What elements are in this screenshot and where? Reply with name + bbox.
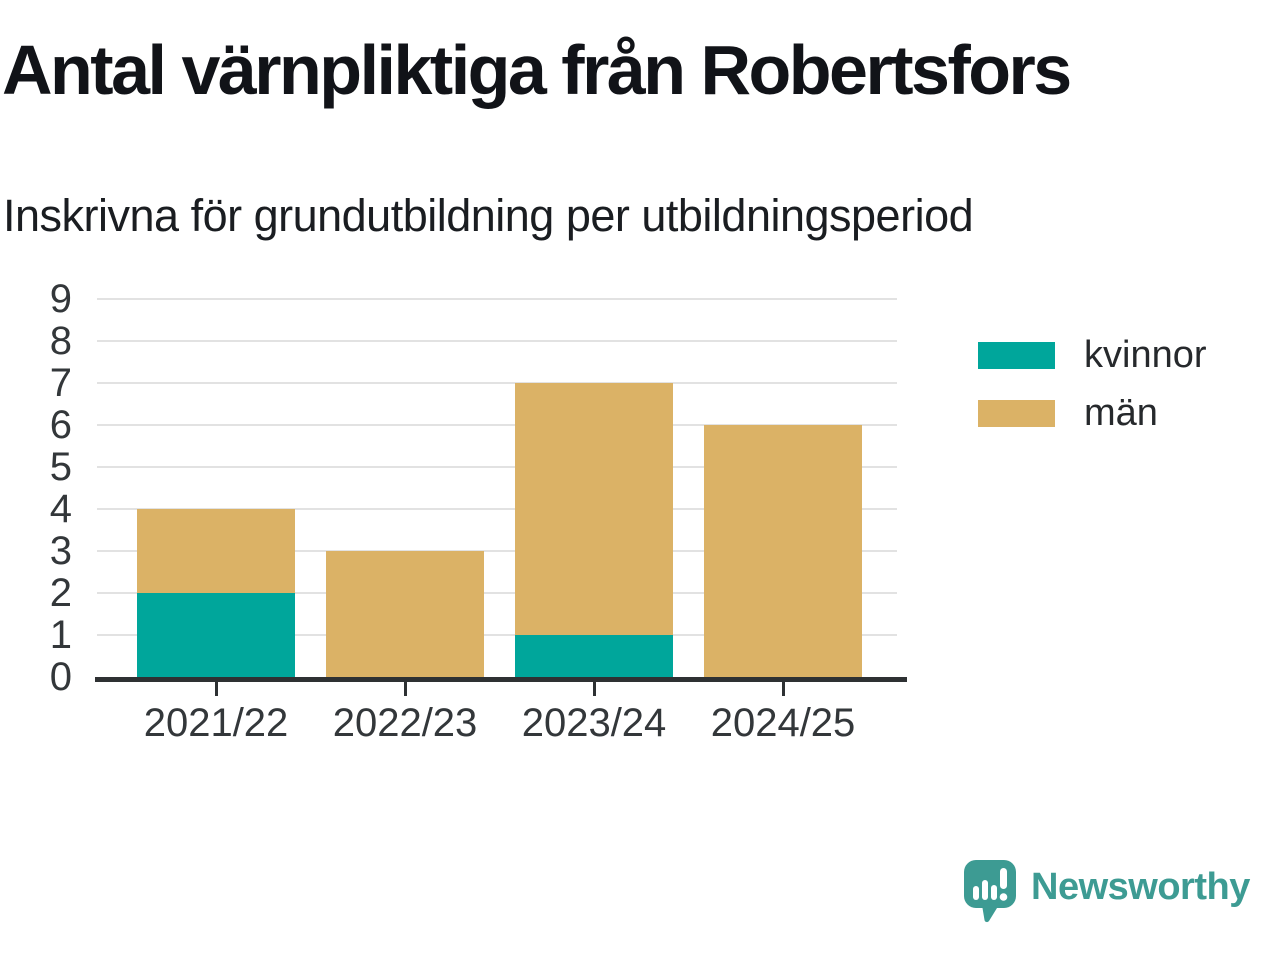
x-tick-mark-2023/24 xyxy=(592,682,596,696)
x-tick-mark-2024/25 xyxy=(781,682,785,696)
y-tick-label-2: 2 xyxy=(49,571,72,615)
y-tick-label-8: 8 xyxy=(49,319,72,363)
legend-label-kvinnor: kvinnor xyxy=(1084,333,1207,376)
gridline-y-5 xyxy=(97,466,897,468)
gridline-y-7 xyxy=(97,382,897,384)
y-tick-label-9: 9 xyxy=(49,277,72,321)
legend-swatch-man xyxy=(978,399,1055,427)
bar-segment-män-2021/22 xyxy=(137,509,295,593)
gridline-y-3 xyxy=(97,550,897,552)
bar-segment-män-2023/24 xyxy=(515,383,673,635)
x-tick-label-2022/23: 2022/23 xyxy=(332,701,478,745)
gridline-y-2 xyxy=(97,592,897,594)
gridline-y-9 xyxy=(97,298,897,300)
chart-legend: kvinnor män xyxy=(978,332,1207,436)
y-tick-label-6: 6 xyxy=(49,403,72,447)
x-axis-line xyxy=(95,677,907,682)
chart-title: Antal värnpliktiga från Robertsfors xyxy=(2,31,1072,109)
x-tick-label-2021/22: 2021/22 xyxy=(143,701,289,745)
x-tick-label-2023/24: 2023/24 xyxy=(521,701,667,745)
y-tick-label-4: 4 xyxy=(49,487,72,531)
y-tick-label-3: 3 xyxy=(49,529,72,573)
legend-item-man: män xyxy=(978,390,1207,436)
y-tick-label-5: 5 xyxy=(49,445,72,489)
y-tick-label-1: 1 xyxy=(49,613,72,657)
bar-segment-kvinnor-2021/22 xyxy=(137,593,295,677)
gridline-y-8 xyxy=(97,340,897,342)
bar-segment-män-2022/23 xyxy=(326,551,484,677)
x-tick-label-2024/25: 2024/25 xyxy=(710,701,856,745)
newsworthy-logo-text: Newsworthy xyxy=(1031,866,1250,908)
gridline-y-6 xyxy=(97,424,897,426)
y-tick-label-0: 0 xyxy=(49,655,72,699)
x-tick-mark-2021/22 xyxy=(214,682,218,696)
y-tick-label-7: 7 xyxy=(49,361,72,405)
legend-swatch-kvinnor xyxy=(978,341,1055,369)
bar-segment-män-2024/25 xyxy=(704,425,862,677)
gridline-y-4 xyxy=(97,508,897,510)
x-tick-mark-2022/23 xyxy=(403,682,407,696)
legend-item-kvinnor: kvinnor xyxy=(978,332,1207,378)
bar-segment-kvinnor-2023/24 xyxy=(515,635,673,677)
legend-label-man: män xyxy=(1084,391,1158,434)
gridline-y-1 xyxy=(97,634,897,636)
newsworthy-branding: Newsworthy xyxy=(963,859,1250,925)
newsworthy-logo-icon xyxy=(964,860,1016,923)
chart-subtitle: Inskrivna för grundutbildning per utbild… xyxy=(3,190,974,241)
